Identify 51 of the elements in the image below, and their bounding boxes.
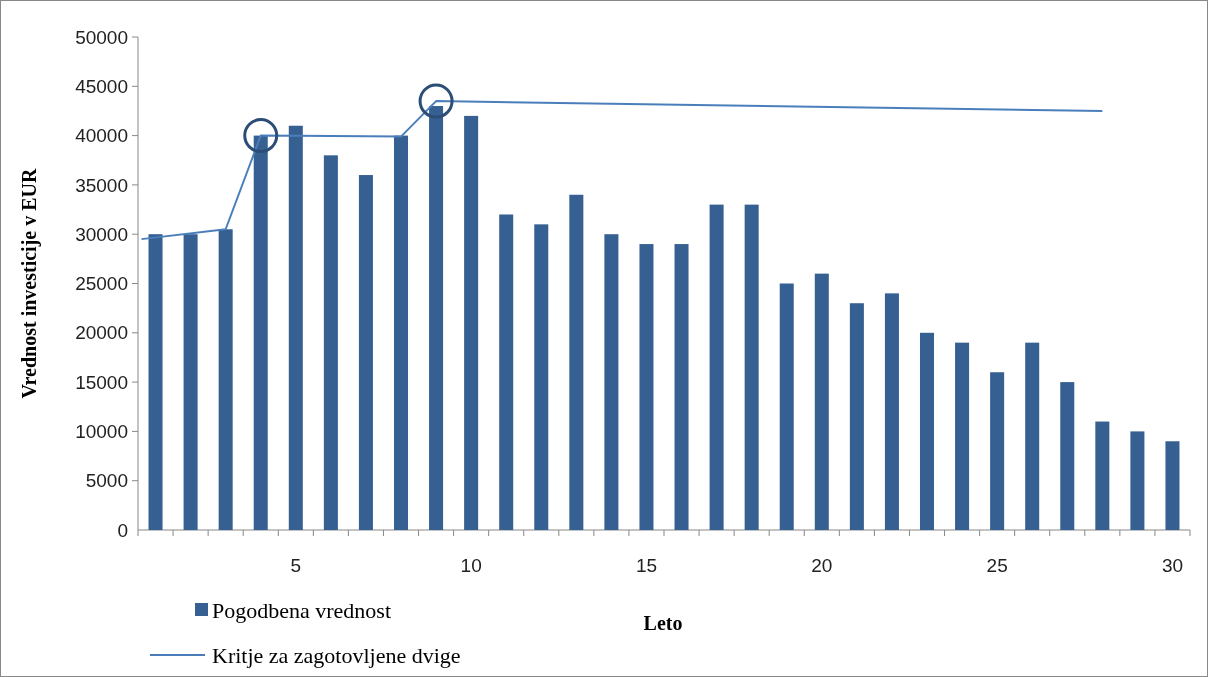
- bar: [569, 194, 584, 530]
- bar: [148, 234, 163, 530]
- bar: [183, 234, 198, 530]
- y-tick-label: 25000: [75, 273, 128, 295]
- x-tick-label: 5: [290, 555, 302, 576]
- bar: [464, 115, 479, 530]
- bar: [955, 342, 970, 530]
- bar: [288, 125, 303, 530]
- x-tick-label: 15: [635, 555, 658, 576]
- y-tick-label: 45000: [75, 75, 128, 97]
- bar: [1165, 441, 1180, 530]
- bar: [1130, 431, 1145, 530]
- y-tick-label: 35000: [75, 174, 128, 196]
- bar: [639, 244, 654, 530]
- bar: [674, 244, 689, 530]
- bar: [218, 229, 233, 530]
- bar: [1025, 342, 1040, 530]
- legend-label: Kritje za zagotovljene dvige: [212, 642, 461, 668]
- bar: [709, 204, 724, 530]
- bar: [744, 204, 759, 530]
- bar: [429, 106, 444, 530]
- bar: [919, 332, 935, 530]
- x-tick-label: 25: [986, 555, 1008, 576]
- bar: [358, 175, 373, 530]
- x-tick-label: 20: [811, 555, 833, 576]
- bar: [814, 273, 829, 530]
- bar: [499, 214, 514, 530]
- bar: [990, 372, 1005, 530]
- bar: [534, 224, 549, 530]
- y-tick-label: 40000: [75, 125, 128, 147]
- y-tick-label: 0: [117, 519, 128, 541]
- bar: [393, 135, 409, 530]
- bar: [323, 155, 338, 530]
- y-tick-label: 15000: [75, 371, 128, 393]
- y-tick-label: 50000: [75, 26, 128, 48]
- x-tick-label: 30: [1161, 555, 1184, 576]
- bar: [1095, 421, 1110, 530]
- y-tick-label: 30000: [75, 223, 128, 245]
- y-axis-title: Vrednost investicije v EUR: [18, 168, 41, 399]
- bar: [604, 234, 619, 530]
- bar: [884, 293, 899, 530]
- y-tick-label: 5000: [85, 470, 128, 492]
- legend-label: Pogodbena vrednost: [212, 597, 392, 623]
- y-tick-label: 10000: [75, 421, 128, 443]
- bar: [849, 303, 864, 530]
- y-tick-label: 20000: [75, 322, 128, 344]
- x-tick-label: 10: [460, 555, 482, 576]
- x-axis-title: Leto: [643, 612, 683, 634]
- bar: [779, 283, 794, 530]
- bar: [253, 135, 268, 530]
- bar: [1060, 382, 1075, 530]
